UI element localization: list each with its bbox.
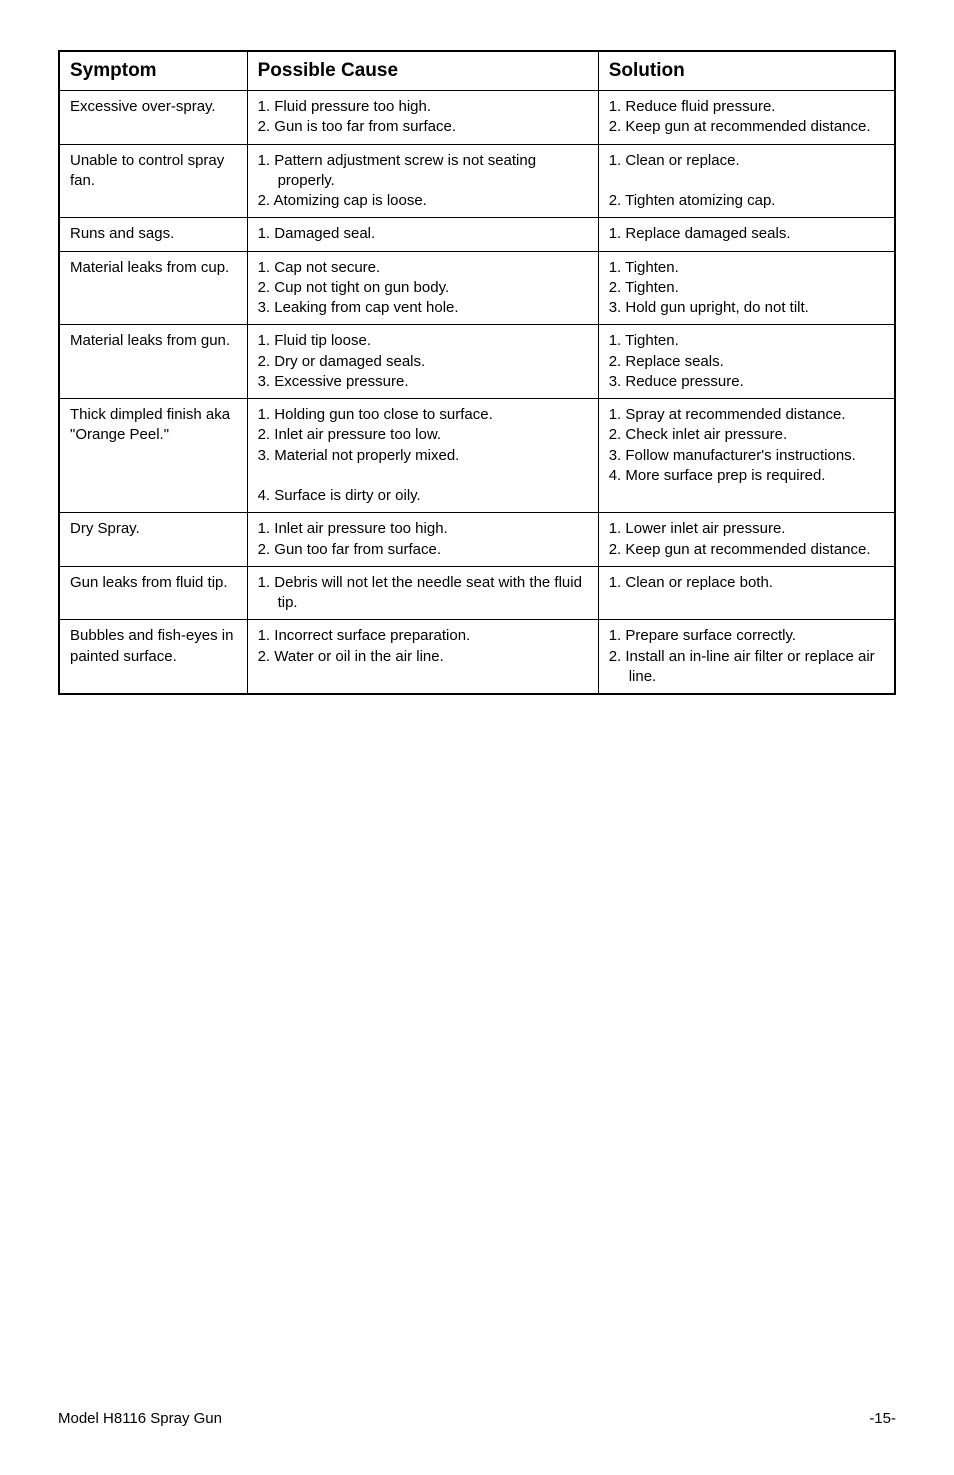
solution-line: 1. Spray at recommended distance. xyxy=(609,405,884,425)
cell-solution: 1. Lower inlet air pressure.2. Keep gun … xyxy=(598,513,895,567)
cause-line: 1. Incorrect surface preparation. xyxy=(258,626,588,646)
footer-page-number: -15- xyxy=(869,1410,896,1427)
cell-cause: 1. Fluid tip loose.2. Dry or damaged sea… xyxy=(247,325,598,399)
cause-line: 1. Inlet air pressure too high. xyxy=(258,519,588,539)
troubleshooting-table: Symptom Possible Cause Solution Excessiv… xyxy=(58,50,896,695)
cell-cause: 1. Debris will not let the needle seat w… xyxy=(247,566,598,620)
cause-line: 1. Damaged seal. xyxy=(258,224,588,244)
symptom-line: Unable to control spray fan. xyxy=(70,151,237,192)
cause-line: 2. Water or oil in the air line. xyxy=(258,647,588,667)
cause-line: 2. Inlet air pressure too low. xyxy=(258,425,588,445)
header-cause: Possible Cause xyxy=(247,51,598,91)
cell-cause: 1. Damaged seal. xyxy=(247,218,598,251)
cell-symptom: Gun leaks from fluid tip. xyxy=(59,566,247,620)
header-solution: Solution xyxy=(598,51,895,91)
solution-line: 1. Lower inlet air pressure. xyxy=(609,519,884,539)
table-row: Thick dimpled finish aka "Orange Peel."1… xyxy=(59,399,895,513)
cause-line: 1. Fluid tip loose. xyxy=(258,331,588,351)
solution-line: 1. Prepare surface correctly. xyxy=(609,626,884,646)
symptom-line: Runs and sags. xyxy=(70,224,237,244)
cell-solution: 1. Prepare surface correctly.2. Install … xyxy=(598,620,895,694)
cell-cause: 1. Incorrect surface preparation.2. Wate… xyxy=(247,620,598,694)
page-footer: Model H8116 Spray Gun -15- xyxy=(58,1410,896,1427)
cause-line: 1. Cap not secure. xyxy=(258,258,588,278)
symptom-line: Excessive over-spray. xyxy=(70,97,237,117)
cause-line: 2. Cup not tight on gun body. xyxy=(258,278,588,298)
cell-solution: 1. Clean or replace both. xyxy=(598,566,895,620)
table-row: Unable to control spray fan. 1. Pattern a… xyxy=(59,144,895,218)
footer-model: Model H8116 Spray Gun xyxy=(58,1410,222,1427)
solution-line: 2. Tighten atomizing cap. xyxy=(609,191,884,211)
table-row: Runs and sags. 1. Damaged seal. 1. Replace… xyxy=(59,218,895,251)
solution-line: 1. Tighten. xyxy=(609,258,884,278)
solution-line: 1. Replace damaged seals. xyxy=(609,224,884,244)
cell-symptom: Excessive over-spray. xyxy=(59,91,247,145)
solution-line: 1. Reduce fluid pressure. xyxy=(609,97,884,117)
cell-symptom: Thick dimpled finish aka "Orange Peel." xyxy=(59,399,247,513)
solution-line: 2. Keep gun at recommended distance. xyxy=(609,117,884,137)
symptom-line: Bubbles and fish-eyes in painted surface… xyxy=(70,626,237,667)
symptom-line: Dry Spray. xyxy=(70,519,237,539)
cell-cause: 1. Cap not secure.2. Cup not tight on gu… xyxy=(247,251,598,325)
symptom-line: Material leaks from cup. xyxy=(70,258,237,278)
table-row: Material leaks from cup. 1. Cap not secur… xyxy=(59,251,895,325)
table-row: Gun leaks from fluid tip. 1. Debris will … xyxy=(59,566,895,620)
solution-line: 1. Tighten. xyxy=(609,331,884,351)
cell-cause: 1. Holding gun too close to surface.2. I… xyxy=(247,399,598,513)
cell-solution: 1. Reduce fluid pressure.2. Keep gun at … xyxy=(598,91,895,145)
cell-solution: 1. Tighten.2. Replace seals.3. Reduce pr… xyxy=(598,325,895,399)
cell-solution: 1. Spray at recommended distance.2. Chec… xyxy=(598,399,895,513)
table-header-row: Symptom Possible Cause Solution xyxy=(59,51,895,91)
table-row: Excessive over-spray. 1. Fluid pressure t… xyxy=(59,91,895,145)
cause-line: 1. Holding gun too close to surface. xyxy=(258,405,588,425)
cell-symptom: Runs and sags. xyxy=(59,218,247,251)
solution-line xyxy=(609,171,884,191)
solution-line: 2. Install an in-line air filter or repl… xyxy=(609,647,884,688)
cell-symptom: Bubbles and fish-eyes in painted surface… xyxy=(59,620,247,694)
symptom-line: Material leaks from gun. xyxy=(70,331,237,351)
solution-line: 3. Reduce pressure. xyxy=(609,372,884,392)
cause-line: 2. Gun is too far from surface. xyxy=(258,117,588,137)
solution-line: 1. Clean or replace. xyxy=(609,151,884,171)
solution-line: 2. Keep gun at recommended distance. xyxy=(609,540,884,560)
cell-solution: 1. Replace damaged seals. xyxy=(598,218,895,251)
cause-line: 1. Pattern adjustment screw is not seati… xyxy=(258,151,588,192)
cause-line: 4. Surface is dirty or oily. xyxy=(258,486,588,506)
cause-line: 3. Material not properly mixed. xyxy=(258,446,588,466)
cause-line xyxy=(258,466,588,486)
header-symptom: Symptom xyxy=(59,51,247,91)
solution-line: 1. Clean or replace both. xyxy=(609,573,884,593)
cell-symptom: Material leaks from gun. xyxy=(59,325,247,399)
table-row: Material leaks from gun. 1. Fluid tip loo… xyxy=(59,325,895,399)
cell-cause: 1. Pattern adjustment screw is not seati… xyxy=(247,144,598,218)
cause-line: 3. Excessive pressure. xyxy=(258,372,588,392)
cell-symptom: Unable to control spray fan. xyxy=(59,144,247,218)
cause-line: 1. Fluid pressure too high. xyxy=(258,97,588,117)
cell-solution: 1. Tighten.2. Tighten.3. Hold gun uprigh… xyxy=(598,251,895,325)
cause-line: 2. Gun too far from surface. xyxy=(258,540,588,560)
table-row: Bubbles and fish-eyes in painted surface… xyxy=(59,620,895,694)
table-body: Excessive over-spray. 1. Fluid pressure t… xyxy=(59,91,895,695)
solution-line: 2. Tighten. xyxy=(609,278,884,298)
cause-line: 2. Dry or damaged seals. xyxy=(258,352,588,372)
cell-cause: 1. Inlet air pressure too high.2. Gun to… xyxy=(247,513,598,567)
cause-line: 3. Leaking from cap vent hole. xyxy=(258,298,588,318)
solution-line: 2. Replace seals. xyxy=(609,352,884,372)
cell-cause: 1. Fluid pressure too high.2. Gun is too… xyxy=(247,91,598,145)
table-row: Dry Spray. 1. Inlet air pressure too high… xyxy=(59,513,895,567)
solution-line: 3. Hold gun upright, do not tilt. xyxy=(609,298,884,318)
solution-line: 4. More surface prep is required. xyxy=(609,466,884,486)
symptom-line: Thick dimpled finish aka "Orange Peel." xyxy=(70,405,237,446)
solution-line: 2. Check inlet air pressure. xyxy=(609,425,884,445)
cause-line: 1. Debris will not let the needle seat w… xyxy=(258,573,588,614)
cause-line: 2. Atomizing cap is loose. xyxy=(258,191,588,211)
cell-solution: 1. Clean or replace. 2. Tighten atomizin… xyxy=(598,144,895,218)
cell-symptom: Material leaks from cup. xyxy=(59,251,247,325)
solution-line: 3. Follow manufacturer's instructions. xyxy=(609,446,884,466)
cell-symptom: Dry Spray. xyxy=(59,513,247,567)
symptom-line: Gun leaks from fluid tip. xyxy=(70,573,237,593)
